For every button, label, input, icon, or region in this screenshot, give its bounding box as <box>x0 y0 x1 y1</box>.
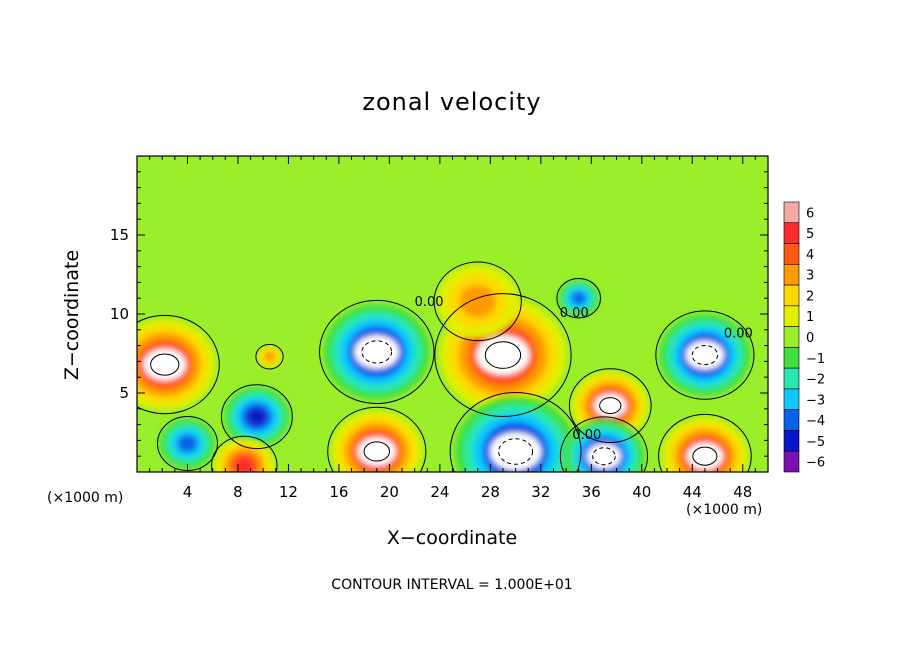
velocity-cell <box>256 345 283 369</box>
x-tick-label: 4 <box>183 483 193 501</box>
zero-contour <box>255 343 284 370</box>
zero-contour <box>655 310 755 400</box>
colorbar-swatch <box>783 430 800 452</box>
velocity-cell <box>662 417 748 472</box>
contour-label: 0.00 <box>415 295 444 310</box>
colorbar-label: −6 <box>806 456 825 471</box>
velocity-cell <box>437 264 519 338</box>
contour-lines: 0.00 0.00 0.00 0.00 <box>137 261 755 472</box>
colorbar-swatch <box>783 388 800 410</box>
y-tick-label: 5 <box>119 384 129 402</box>
colorbar-label: 6 <box>806 206 814 221</box>
velocity-cell <box>137 319 216 411</box>
velocity-cell <box>331 410 423 472</box>
velocity-cell <box>159 418 216 469</box>
zero-contour <box>319 299 435 405</box>
colorbar-swatch <box>783 264 800 286</box>
colorbar-label: 2 <box>806 289 814 304</box>
zero-contour <box>559 416 649 472</box>
colorbar-swatch <box>783 409 800 431</box>
y-axis-label: Z−coordinate <box>61 249 83 381</box>
contour-label: 0.00 <box>572 428 601 443</box>
zero-contour <box>211 435 278 472</box>
colorbar-swatch <box>783 450 800 473</box>
zero-contour <box>449 392 582 472</box>
y-tick-label: 10 <box>110 305 129 323</box>
x-axis-label: X−coordinate <box>386 527 518 549</box>
colorbar-swatch <box>783 367 800 390</box>
zero-contour <box>434 293 572 418</box>
zero-contour <box>433 261 522 342</box>
x-tick-label: 48 <box>733 483 752 501</box>
velocity-cell <box>659 314 751 397</box>
velocity-cell <box>558 279 599 317</box>
inner-contour <box>692 446 718 466</box>
chart-title: zonal velocity <box>362 88 542 116</box>
colorbar-swatch <box>783 305 800 327</box>
inner-contour <box>498 438 534 465</box>
inner-contour <box>592 447 616 466</box>
colorbar-label: 3 <box>806 269 814 284</box>
zero-contour <box>220 384 293 450</box>
colorbar-swatch <box>783 326 800 348</box>
x-tick-label: 16 <box>329 483 348 501</box>
inner-contour <box>363 441 391 462</box>
colorbar-label: −1 <box>806 352 825 367</box>
velocity-cell <box>323 304 430 400</box>
colorbar-label: −2 <box>806 373 825 388</box>
colorbar-swatch <box>783 284 800 307</box>
colorbar-label: −4 <box>806 414 825 429</box>
inner-contour <box>484 341 522 369</box>
colorbar-swatch <box>783 201 800 224</box>
x-tick-label: 28 <box>481 483 500 501</box>
zero-contour <box>137 314 220 415</box>
velocity-cell <box>213 438 275 472</box>
colorbar-label: 1 <box>806 310 814 325</box>
contour-label: 0.00 <box>724 327 753 342</box>
colorbar-label: 0 <box>806 331 814 346</box>
x-tick-label: 24 <box>430 483 449 501</box>
zero-contour <box>658 413 752 472</box>
colorbar-swatch <box>783 243 800 265</box>
contour-label: 0.00 <box>560 306 589 321</box>
velocity-cell <box>455 396 577 472</box>
inner-contour <box>361 340 393 364</box>
colorbar-label: 5 <box>806 227 814 242</box>
y-tick-label: 15 <box>110 226 129 244</box>
colorbar-label: −5 <box>806 435 825 450</box>
colorbar-swatch <box>783 347 800 369</box>
zero-contour <box>568 368 652 443</box>
colorbar-label: −3 <box>806 393 825 408</box>
x-tick-label: 36 <box>582 483 601 501</box>
colorbar-label: 4 <box>806 248 814 263</box>
inner-contour <box>599 397 622 415</box>
colorbar-swatch <box>783 222 800 244</box>
x-tick-label: 20 <box>380 483 399 501</box>
zero-contour <box>556 278 602 319</box>
contour-interval-note: CONTOUR INTERVAL = 1.000E+01 <box>331 577 573 593</box>
x-tick-label: 12 <box>279 483 298 501</box>
velocity-cell <box>563 419 645 472</box>
inner-contour <box>150 353 180 376</box>
inner-contour <box>691 345 719 366</box>
x-tick-label: 8 <box>233 483 243 501</box>
x-tick-label: 32 <box>531 483 550 501</box>
x-unit-label-left: (×1000 m) <box>47 490 124 506</box>
zero-contour <box>327 406 427 472</box>
x-tick-label: 44 <box>683 483 702 501</box>
velocity-cell <box>224 387 290 447</box>
x-unit-label-right: (×1000 m) <box>686 502 763 518</box>
x-tick-label: 40 <box>632 483 651 501</box>
